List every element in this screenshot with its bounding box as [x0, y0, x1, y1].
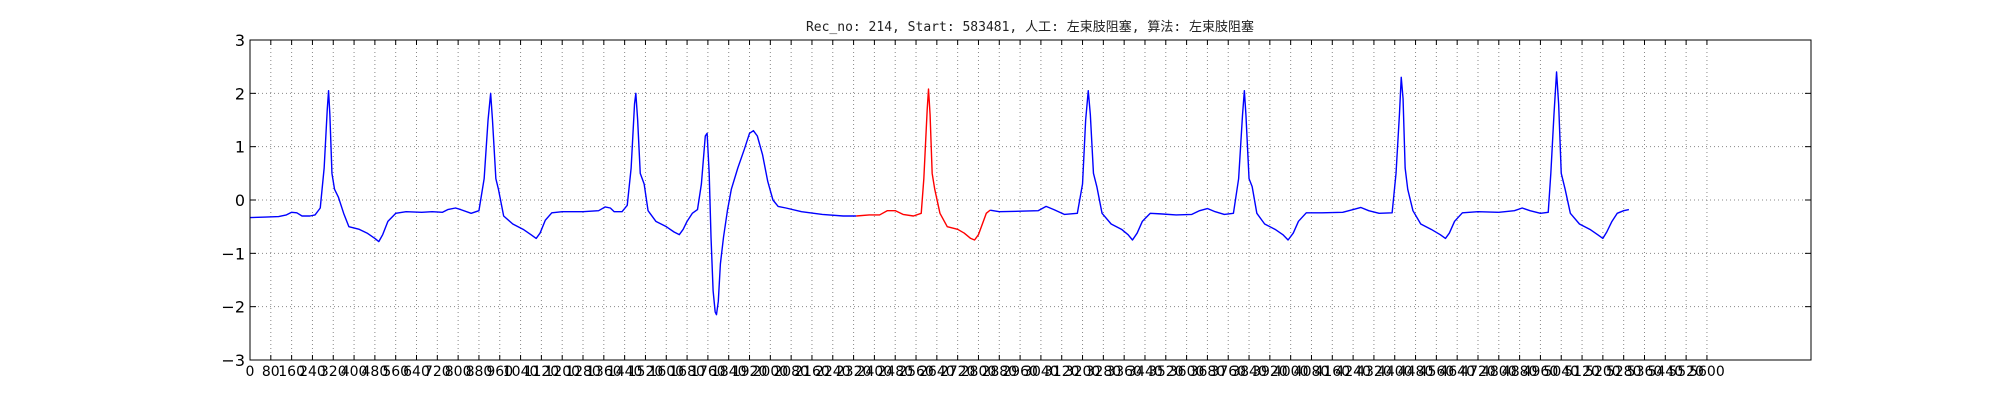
x-tick-label: 1200: [544, 364, 580, 380]
x-tick-label: 640: [403, 364, 430, 380]
x-tick-label: 2480: [877, 364, 913, 380]
x-tick-label: 4080: [1294, 364, 1330, 380]
ecg-series-layer: [249, 71, 1630, 316]
x-tick-label: 4880: [1502, 364, 1538, 380]
x-tick-label: 5360: [1627, 364, 1663, 380]
x-tick-label: 4400: [1377, 364, 1413, 380]
x-tick-label: 4800: [1481, 364, 1517, 380]
x-tick-label: 3440: [1127, 364, 1163, 380]
x-tick-label: 400: [341, 364, 368, 380]
x-tick-label: 5120: [1564, 364, 1600, 380]
x-tick-label: 1760: [690, 364, 726, 380]
y-tick-label: 0: [235, 191, 245, 210]
x-tick-label: 4000: [1273, 364, 1309, 380]
x-tick-label: 4720: [1460, 364, 1496, 380]
x-tick-label: 2080: [773, 364, 809, 380]
x-tick-label: 2560: [898, 364, 934, 380]
x-tick-label: 720: [424, 364, 451, 380]
x-tick-label: 2960: [1002, 364, 1038, 380]
x-tick-label: 3760: [1210, 364, 1246, 380]
x-tick-label: 5280: [1606, 364, 1642, 380]
x-tick-label: 1680: [669, 364, 705, 380]
x-tick-label: 3680: [1190, 364, 1226, 380]
x-tick-label: 5200: [1585, 364, 1621, 380]
chart-title: Rec_no: 214, Start: 583481, 人工: 左束肢阻塞, 算…: [806, 19, 1254, 35]
x-tick-label: 1600: [648, 364, 684, 380]
x-tick-label: 2000: [753, 364, 789, 380]
y-tick-label: 1: [235, 138, 245, 157]
x-tick-label: 3200: [1065, 364, 1101, 380]
x-tick-label: 2640: [919, 364, 955, 380]
x-tick-label: 3040: [1023, 364, 1059, 380]
x-tick-label: 4480: [1398, 364, 1434, 380]
x-tick-label: 5440: [1647, 364, 1683, 380]
x-tick-label: 3280: [1086, 364, 1122, 380]
y-tick-label: 3: [235, 31, 245, 50]
x-tick-label: 5600: [1689, 364, 1725, 380]
x-tick-label: 1840: [711, 364, 747, 380]
x-tick-label: 1360: [586, 364, 622, 380]
y-axis: 3 2 1 0 −1 −2 −3: [221, 31, 1811, 370]
x-tick-label: 2160: [794, 364, 830, 380]
x-tick-label: 4960: [1523, 364, 1559, 380]
x-tick-label: 3360: [1106, 364, 1142, 380]
x-tick-label: 2720: [940, 364, 976, 380]
x-tick-label: 320: [320, 364, 347, 380]
x-tick-label: 4160: [1314, 364, 1350, 380]
x-tick-label: 4640: [1439, 364, 1475, 380]
x-tick-label: 4560: [1419, 364, 1455, 380]
series-line-ecg-highlight: [856, 88, 991, 241]
x-tick-label: 3600: [1169, 364, 1205, 380]
x-tick-label: 800: [445, 364, 472, 380]
x-axis: 0 801602403204004805606407208008809601040…: [246, 40, 1725, 380]
x-tick-label: 880: [466, 364, 493, 380]
x-tick-label: 3920: [1252, 364, 1288, 380]
x-tick-label: 1520: [628, 364, 664, 380]
x-tick-label: 480: [362, 364, 389, 380]
y-tick-label: −3: [221, 351, 245, 370]
x-tick-label: 3840: [1231, 364, 1267, 380]
y-tick-label: 2: [235, 84, 245, 103]
x-tick-label: 2800: [961, 364, 997, 380]
x-tick-label: 1920: [732, 364, 768, 380]
x-tick-label: 1040: [503, 364, 539, 380]
y-tick-label: −2: [221, 298, 245, 317]
x-tick-label: 80: [262, 364, 280, 380]
series-line-ecg-before: [249, 89, 857, 316]
x-tick-label: 2240: [815, 364, 851, 380]
x-tick-label: 560: [382, 364, 409, 380]
y-tick-label: −1: [221, 244, 245, 263]
x-tick-label: 1440: [607, 364, 643, 380]
x-tick-label: 3520: [1148, 364, 1184, 380]
x-tick-label: 2320: [836, 364, 872, 380]
x-tick-label: 1120: [524, 364, 560, 380]
x-tick-label: 240: [299, 364, 326, 380]
x-tick-label: 2880: [981, 364, 1017, 380]
series-line-ecg-after: [990, 71, 1630, 241]
x-tick-label: 2400: [857, 364, 893, 380]
x-tick-label: 5040: [1543, 364, 1579, 380]
x-tick-label: 3120: [1044, 364, 1080, 380]
x-tick-label: 960: [486, 364, 513, 380]
x-tick-label: 5520: [1668, 364, 1704, 380]
x-tick-label: 160: [278, 364, 305, 380]
x-tick-label: 0: [246, 364, 255, 380]
x-tick-label: 4320: [1356, 364, 1392, 380]
x-tick-label: 1280: [565, 364, 601, 380]
x-tick-label: 4240: [1335, 364, 1371, 380]
